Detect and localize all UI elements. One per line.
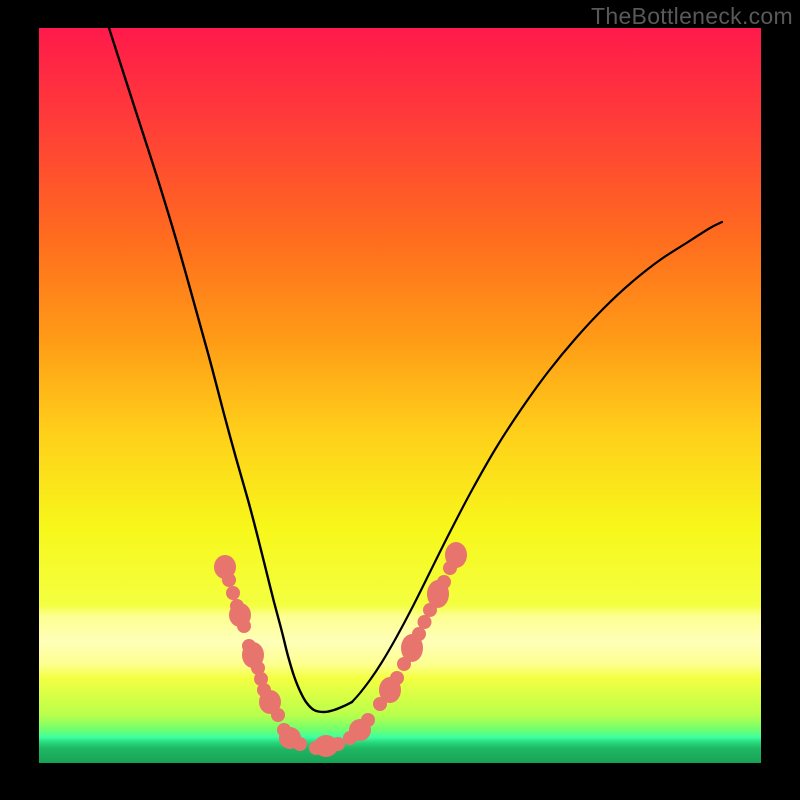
curve-left [100, 28, 352, 712]
chart-svg [39, 28, 761, 763]
plot-area [39, 28, 761, 763]
curve-right [352, 222, 722, 702]
watermark-text: TheBottleneck.com [591, 3, 793, 30]
